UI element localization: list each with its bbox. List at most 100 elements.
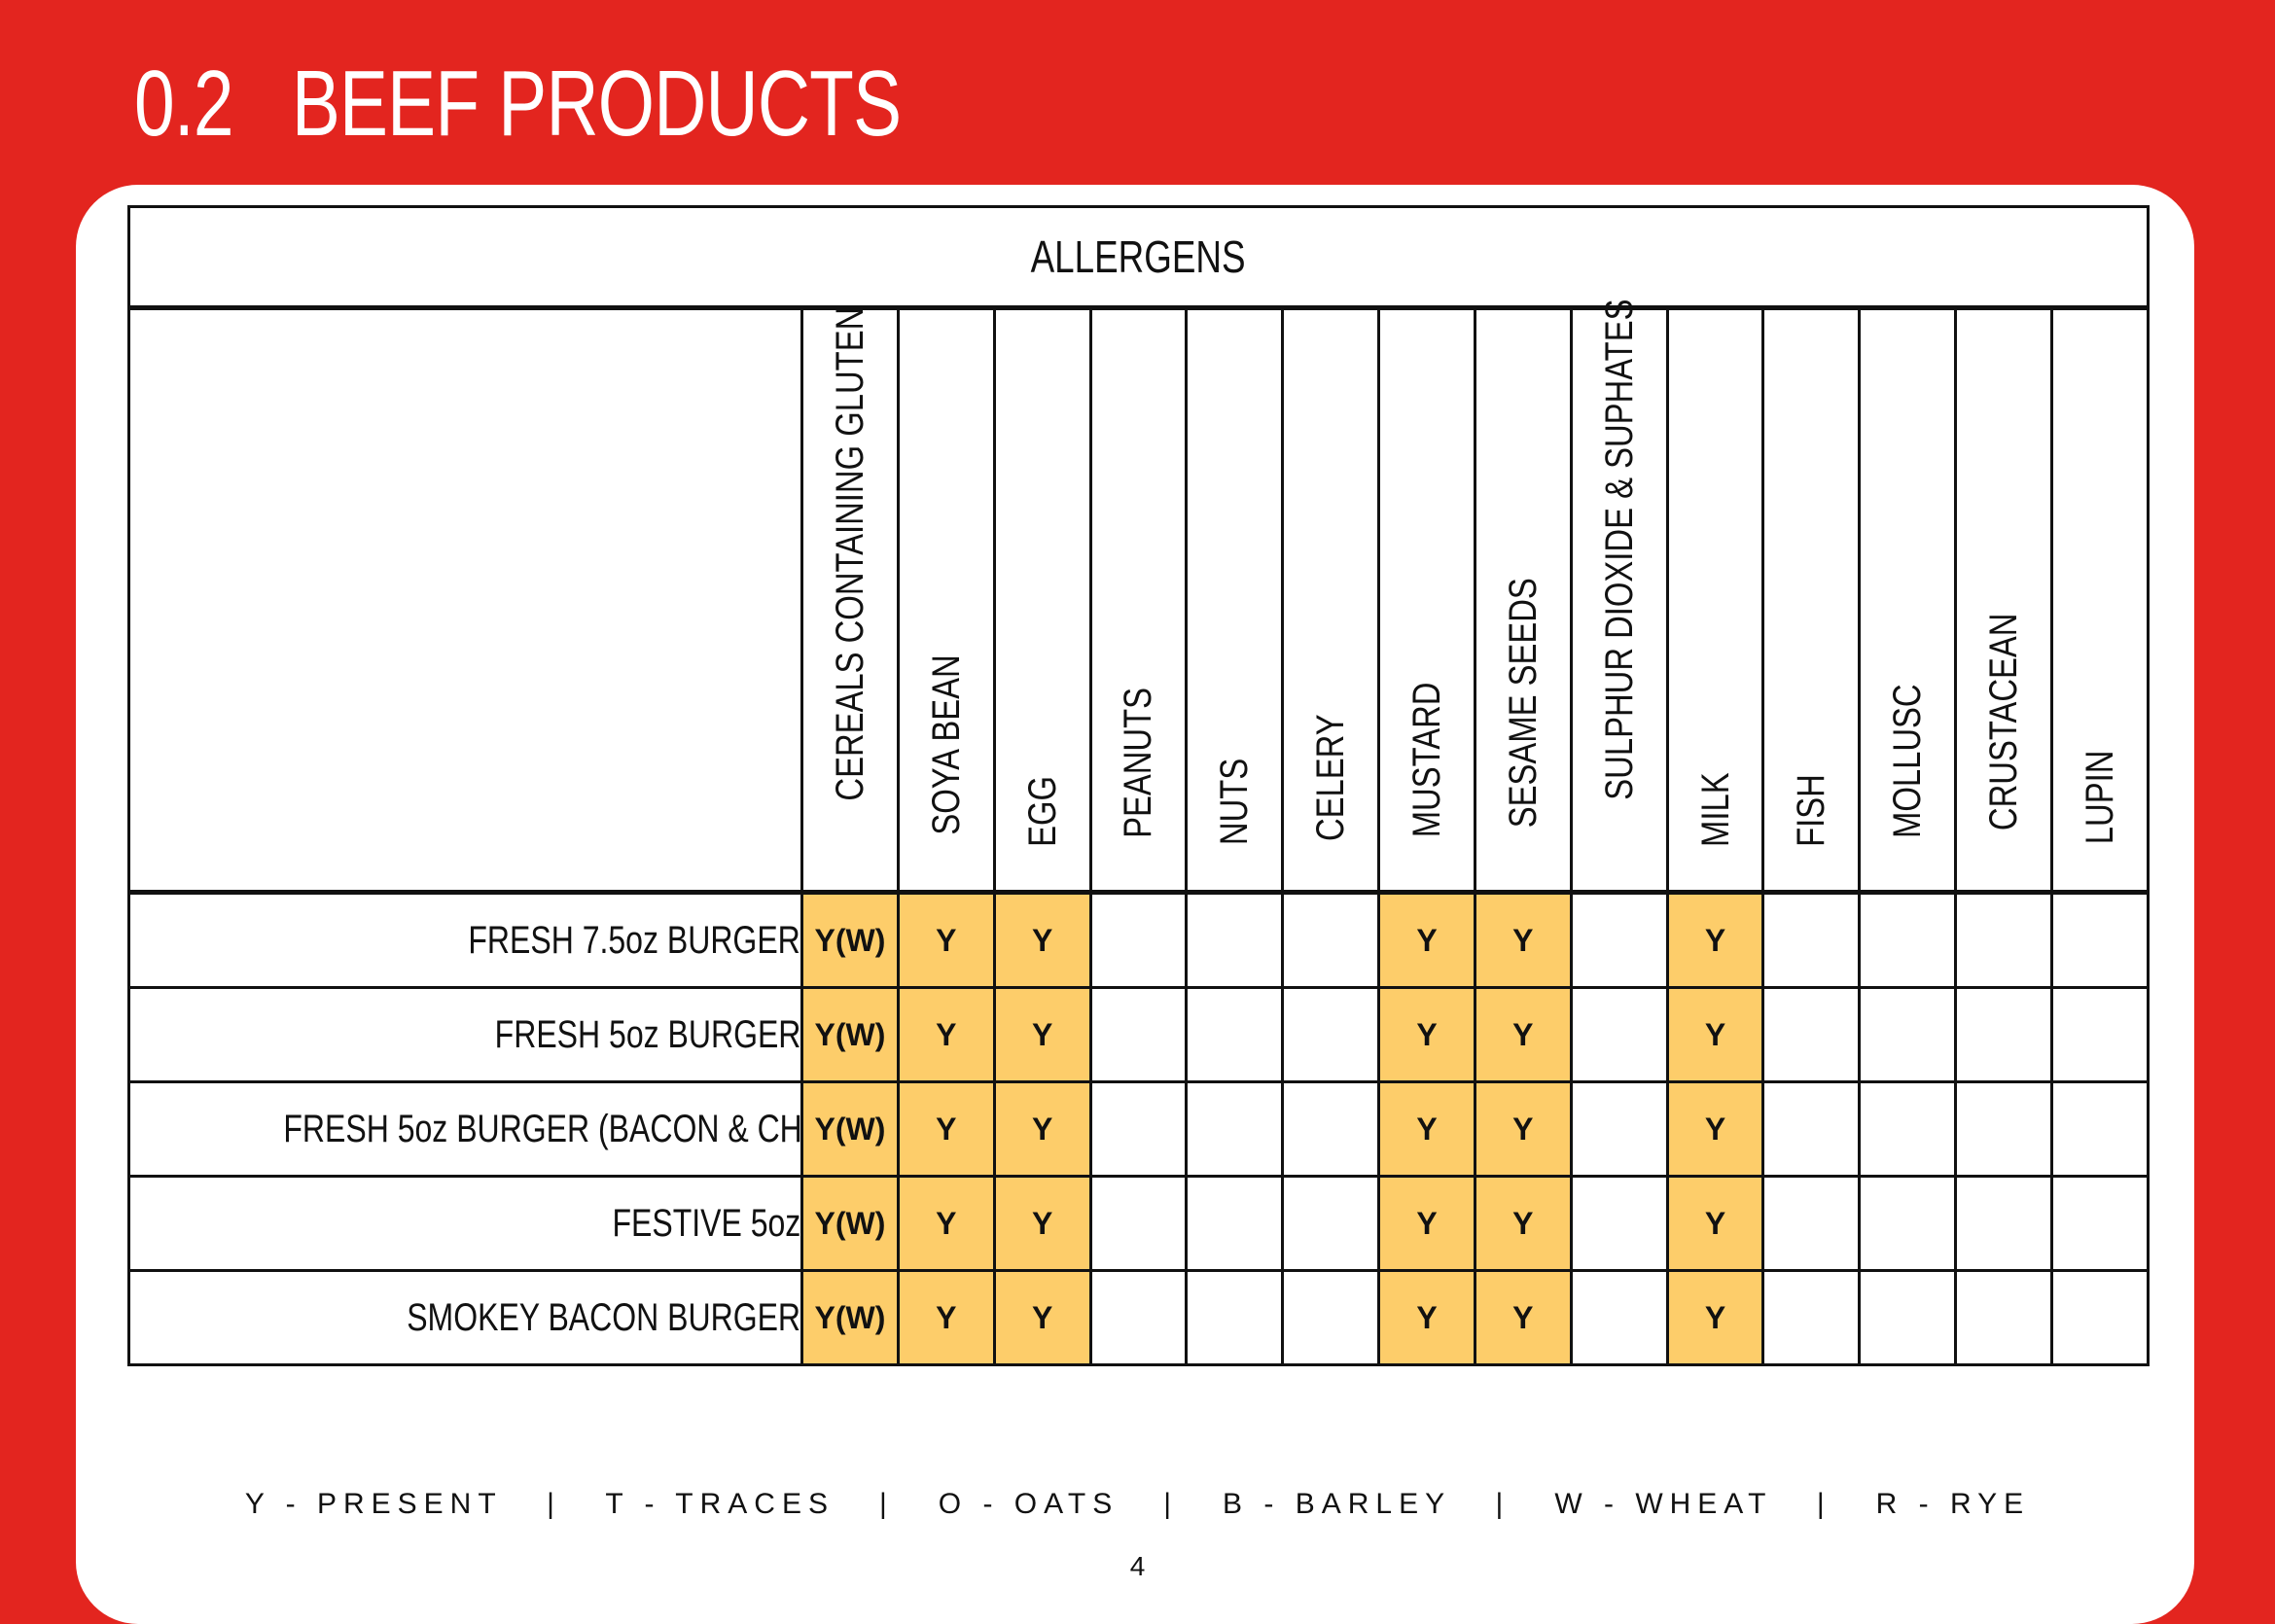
allergen-cell [2049,986,2151,1083]
allergen-cell [1569,1269,1669,1366]
allergen-cell [1088,890,1189,989]
allergen-cell: Y(W) [800,1080,900,1178]
allergen-cell [1761,1269,1862,1366]
column-header: SULPHUR DIOXIDE & SUPHATES [1569,299,1669,894]
column-header: CELERY [1281,305,1381,894]
allergen-cell [1858,1080,1958,1178]
allergen-cell [1088,1080,1189,1178]
allergen-cell [1185,986,1285,1083]
row-label: FESTIVE 5oz [127,1175,803,1272]
table-row: FRESH 5oz BURGER (BACON & CHEESE)Y(W)YYY… [127,1080,2151,1178]
column-header-label: FISH [1790,774,1833,847]
allergen-cell [2049,1080,2151,1178]
allergen-cell: Y [1665,1269,1765,1366]
allergen-cell [1281,1080,1381,1178]
page-title: 0.2 BEEF PRODUCTS [134,52,902,156]
column-header: FISH [1761,305,1862,894]
allergen-cell: Y [1377,1175,1476,1272]
allergen-cell: Y [896,1269,996,1366]
allergen-cell: Y [896,890,996,989]
allergen-cell [1858,986,1958,1083]
allergen-cell: Y [1473,986,1573,1083]
allergen-table: ALLERGENS CEREALS CONTAINING GLUTEN SOYA … [126,205,2151,1366]
allergen-cell [1088,1269,1189,1366]
column-header: LUPIN [2049,305,2151,894]
column-header: CEREALS CONTAINING GLUTEN [800,305,900,894]
allergen-cell [1281,1175,1381,1272]
column-header: SOYA BEAN [896,305,996,894]
allergen-cell: Y(W) [800,1269,900,1366]
allergen-cell [1761,986,1862,1083]
table-row: FRESH 5oz BURGER Y(W) Y Y Y Y Y [127,986,2151,1083]
column-header-label: SOYA BEAN [924,654,968,835]
allergen-cell [1281,986,1381,1083]
allergen-cell [1185,1175,1285,1272]
allergen-cell: Y [1377,986,1476,1083]
column-header-label: CRUSTACEAN [1982,613,2026,831]
allergen-cell [1761,890,1862,989]
allergen-cell: Y [1665,890,1765,989]
column-header: CRUSTACEAN [1954,305,2053,894]
allergen-cell: Y(W) [800,1175,900,1272]
column-header-label: NUTS [1213,758,1257,846]
row-label: FRESH 5oz BURGER (BACON & CHEESE) [127,1080,803,1178]
allergen-cell: Y [1665,1080,1765,1178]
allergen-cell: Y [896,1175,996,1272]
column-header-label: CEREALS CONTAINING GLUTEN [828,306,871,801]
allergen-cell: Y [992,1080,1092,1178]
allergen-cell [1088,986,1189,1083]
allergen-cell [1954,1175,2053,1272]
allergen-cell [1858,1269,1958,1366]
allergen-cell [1185,1080,1285,1178]
table-body: FRESH 7.5oz BURGER Y(W) Y Y Y Y Y FRESH 5oz BUR… [127,890,2151,1366]
allergen-cell [1954,986,2053,1083]
allergen-cell [1569,1175,1669,1272]
column-header-label: SULPHUR DIOXIDE & SUPHATES [1597,299,1641,800]
row-label: FRESH 5oz BURGER [127,986,803,1083]
header-corner [127,305,803,894]
column-header-label: SESAME SEEDS [1501,577,1545,828]
allergen-cell: Y [992,890,1092,989]
row-label: SMOKEY BACON BURGER [127,1269,803,1366]
table-row: FESTIVE 5oz Y(W) Y Y Y Y Y [127,1175,2151,1272]
allergen-cell [1858,890,1958,989]
allergen-cell: Y [1377,1080,1476,1178]
allergen-cell: Y [1377,1269,1476,1366]
allergen-cell [1281,890,1381,989]
allergen-cell: Y [1473,1080,1573,1178]
allergen-cell [1569,890,1669,989]
allergen-cell: Y [992,1175,1092,1272]
allergens-header: ALLERGENS [126,205,2151,309]
allergen-cell [1761,1080,1862,1178]
column-header-row: CEREALS CONTAINING GLUTEN SOYA BEAN EGG PEA… [127,299,2151,894]
allergen-cell: Y [1473,890,1573,989]
allergen-cell [2049,1175,2151,1272]
column-header-label: PEANUTS [1117,688,1160,838]
column-header-label: MILK [1693,772,1737,847]
allergen-cell: Y [992,986,1092,1083]
column-header: NUTS [1185,305,1285,894]
allergen-cell [1858,1175,1958,1272]
allergen-cell: Y [1473,1175,1573,1272]
table-row: FRESH 7.5oz BURGER Y(W) Y Y Y Y Y [127,890,2151,989]
column-header-label: CELERY [1309,713,1353,841]
allergen-cell [1954,1269,2053,1366]
column-header-label: MOLLUSC [1886,684,1930,838]
allergen-cell: Y [896,1080,996,1178]
allergen-cell: Y(W) [800,986,900,1083]
column-header: PEANUTS [1088,305,1189,894]
column-header-label: LUPIN [2079,750,2121,845]
allergen-cell: Y [1665,1175,1765,1272]
allergen-cell [1185,890,1285,989]
column-header: MUSTARD [1377,305,1476,894]
allergen-cell: Y [1665,986,1765,1083]
column-header-label: EGG [1020,776,1064,847]
allergen-cell [1954,1080,2053,1178]
column-header-label: MUSTARD [1404,682,1448,838]
column-header: EGG [992,305,1092,894]
column-header: MOLLUSC [1858,305,1958,894]
allergen-cell [1281,1269,1381,1366]
page-number: 4 [1129,1551,1146,1581]
allergen-cell [1569,1080,1669,1178]
allergen-cell: Y [1473,1269,1573,1366]
